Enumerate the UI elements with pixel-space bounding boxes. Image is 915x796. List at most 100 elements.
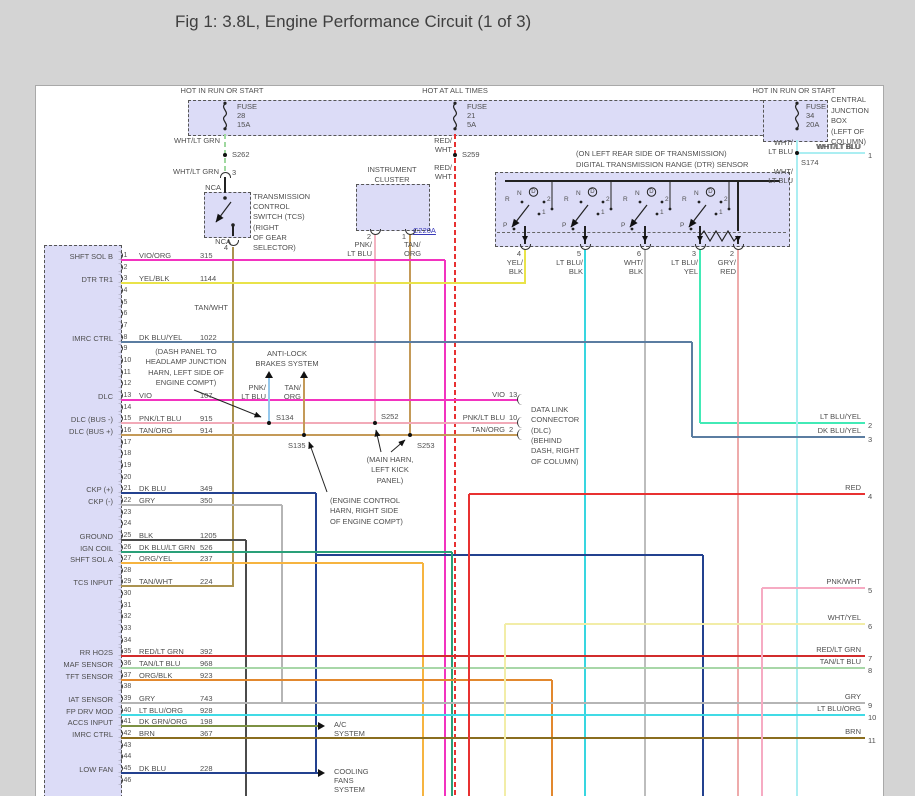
wire-dk-blu-228 xyxy=(121,772,318,774)
abs-wire-label: PNK/ xyxy=(248,383,266,392)
dtr-position-r: R xyxy=(623,196,628,203)
pcm-pin-label: IAT SENSOR xyxy=(68,695,113,705)
pcm-pin-number: 18 xyxy=(123,450,132,458)
dlc-wire-label: PNK/LT BLU xyxy=(462,413,505,422)
dtr-pin-wire-label: LT BLU/ xyxy=(556,258,583,267)
pcm-pin-number: 19 xyxy=(123,461,132,469)
dtr-pin-arrow xyxy=(734,236,741,242)
wire-pnk-lt-blu-abs xyxy=(268,378,270,423)
dtr-pin-arrow xyxy=(696,236,703,242)
pcm-wire-circuit: 349 xyxy=(200,484,213,494)
pcm-wire-name: DK GRN/ORG xyxy=(139,717,188,727)
wire-gry-743 xyxy=(121,702,865,704)
cooling-fans-label: SYSTEM xyxy=(334,785,365,794)
connector-c220a-link[interactable]: C220A xyxy=(413,226,436,235)
dtr-position-p: P xyxy=(621,222,626,229)
dash-panel-note: ENGINE COMPT) xyxy=(155,377,217,387)
dtr-internal-rail xyxy=(505,180,780,182)
dtr-pin-arrow xyxy=(581,236,588,242)
instrument-cluster-box xyxy=(356,184,430,231)
pcm-pin-bracket xyxy=(117,344,123,354)
pcm-pin-number: 4 xyxy=(123,286,128,294)
ic-pin2-wire-label: PNK/ xyxy=(354,240,372,249)
pcm-pin-bracket xyxy=(117,367,123,377)
wire-brn-367 xyxy=(121,737,865,739)
splice-s174 xyxy=(795,151,799,155)
pcm-pin-bracket xyxy=(117,355,123,365)
splice-s134 xyxy=(267,421,271,425)
pcm-pin-bracket xyxy=(117,659,123,669)
dtr-pin-drop xyxy=(644,226,646,244)
dtr-position-2: 2 xyxy=(724,196,728,203)
pcm-wire-circuit: 367 xyxy=(200,729,213,739)
tcs-nca-label: NCA xyxy=(205,183,221,192)
central-junction-box-label: BOX xyxy=(831,116,847,125)
wire-dk-blu-yel-1022 xyxy=(691,342,693,437)
fuse-amperage: 5A xyxy=(467,120,477,129)
pcm-pin-label: FP DRV MOD xyxy=(66,706,113,716)
pcm-pin-label: DLC (BUS -) xyxy=(70,415,113,425)
edge-wire-number: 11 xyxy=(868,736,876,745)
pcm-pin-bracket xyxy=(117,589,123,599)
pcm-pin-number: 24 xyxy=(123,520,132,528)
dtr-position-r: R xyxy=(682,196,687,203)
wire-lt-blu-yel xyxy=(700,422,865,424)
dlc-description: DATA LINK xyxy=(531,405,569,414)
pcm-wire-name: VIO/ORG xyxy=(139,251,172,260)
splice-label-s253: S253 xyxy=(417,441,435,450)
pcm-pin-number: 12 xyxy=(123,380,132,388)
pcm-pin-number: 22 xyxy=(123,496,132,504)
main-harn-note: LEFT KICK xyxy=(371,465,409,475)
pcm-pin-bracket xyxy=(117,740,123,750)
edge-wire-label: TAN/LT BLU xyxy=(819,657,861,666)
fuse-amperage: 15A xyxy=(237,120,251,129)
dtr-pin-wire-label: WHT/ xyxy=(623,258,643,267)
pcm-pin-label: DLC xyxy=(97,391,113,401)
splice-label-s252: S252 xyxy=(381,412,399,421)
pcm-pin-label: IGN COIL xyxy=(80,543,113,553)
tcs-description: SWITCH (TCS) xyxy=(253,212,305,222)
splice-label-s259: S259 xyxy=(462,150,480,159)
edge-wire-label: RED xyxy=(845,483,861,492)
pcm-pin-bracket xyxy=(117,449,123,459)
pcm-pin-bracket xyxy=(117,320,123,330)
ac-system-label: A/C xyxy=(334,720,347,729)
dtr-position-r: R xyxy=(564,196,569,203)
pcm-pin-bracket xyxy=(117,379,123,389)
wire-dk-grn-org-198 xyxy=(121,725,318,727)
edge-wire-number: 2 xyxy=(868,421,873,430)
tcs-description: TRANSMISSION xyxy=(253,192,311,201)
wire-dk-blu-yel-1022 xyxy=(121,341,692,343)
wire-org-yel-237 xyxy=(121,562,423,564)
dlc-description: OF COLUMN) xyxy=(531,456,579,466)
edge-wire-number: 6 xyxy=(868,622,873,631)
pcm-pin-bracket xyxy=(117,390,123,400)
edge-wire-label: WHT/LT BLU xyxy=(817,142,861,151)
wire-wht-lt-blu xyxy=(797,152,865,154)
dlc-wire-label: TAN/ORG xyxy=(471,425,505,434)
pcm-pin-bracket xyxy=(117,635,123,645)
pcm-pin-number: 9 xyxy=(123,345,128,353)
dlc-pin-connector xyxy=(517,429,523,440)
dtr-position-d: D xyxy=(649,188,654,195)
pcm-pin-label: GROUND xyxy=(79,531,113,541)
dlc-pin-number: 13 xyxy=(509,390,518,399)
wire-label-tan-wht: TAN/WHT xyxy=(194,303,228,312)
wire-gry-red xyxy=(737,249,739,796)
ic-pin1-wire-label: ORG xyxy=(404,249,422,258)
cooling-fans-label: FANS xyxy=(334,776,354,785)
pcm-pin-bracket xyxy=(117,764,123,774)
wire-tcs-top xyxy=(224,177,226,193)
dlc-description: (BEHIND xyxy=(531,435,562,445)
splice-label-s174: S174 xyxy=(801,158,819,167)
pcm-pin-bracket xyxy=(117,624,123,634)
fuse-number: 21 xyxy=(467,111,476,120)
pcm-wire-name: GRY xyxy=(139,694,156,704)
pcm-wire-circuit: 350 xyxy=(200,495,213,505)
pcm-pin-number: 20 xyxy=(123,473,132,481)
dtr-pin-number: 4 xyxy=(516,249,521,258)
cooling-fans-label: COOLING xyxy=(334,767,369,776)
edge-wire-label: DK BLU/YEL xyxy=(817,426,861,435)
pcm-pin-number: 6 xyxy=(123,310,128,318)
